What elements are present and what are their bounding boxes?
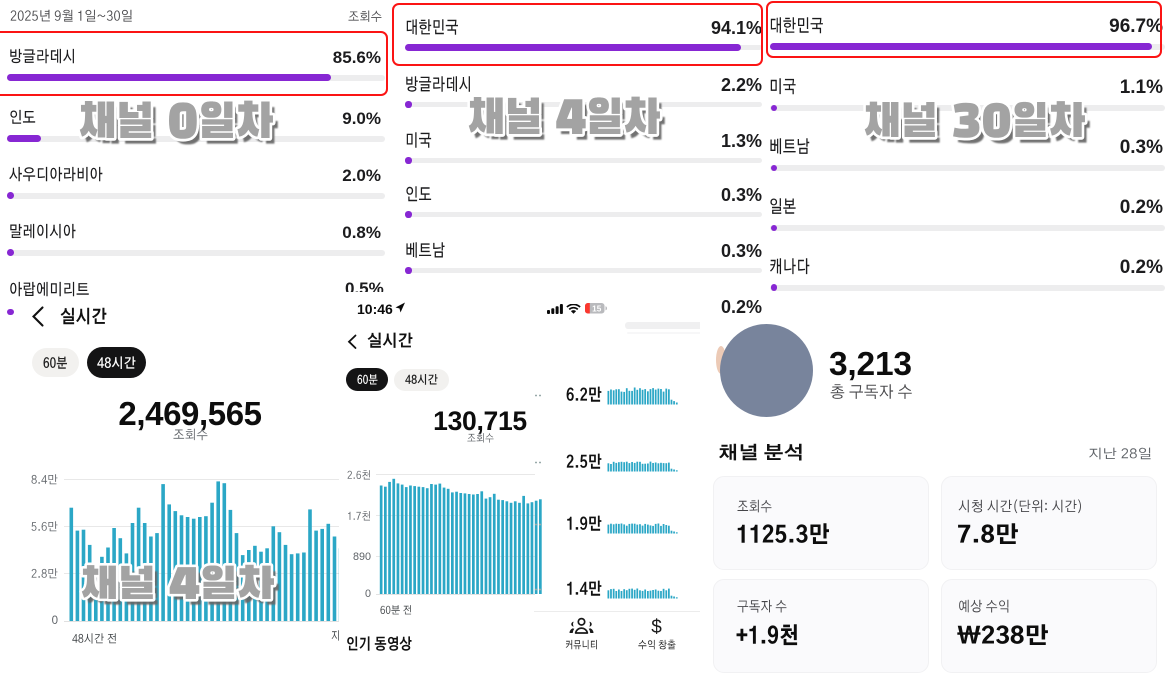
svg-text:$: $ — [651, 617, 662, 637]
svg-text:15: 15 — [592, 304, 602, 313]
